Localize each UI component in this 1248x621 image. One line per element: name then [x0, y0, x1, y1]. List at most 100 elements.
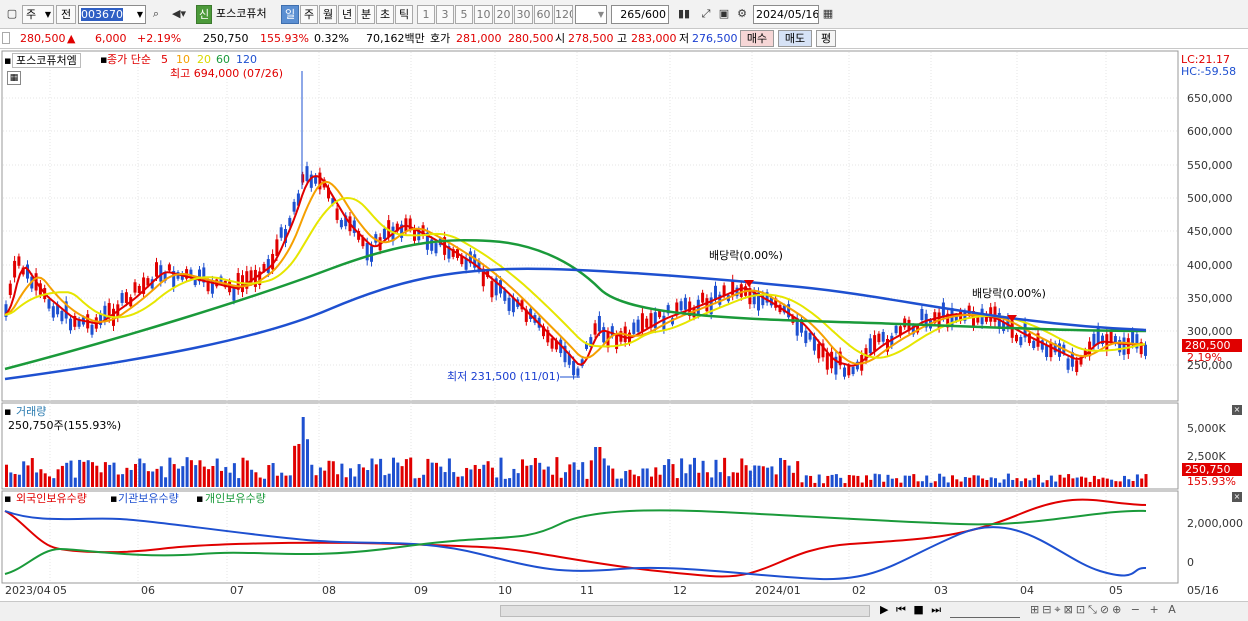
market-select[interactable]: 주 ▼	[22, 5, 54, 24]
volume-bar	[340, 463, 344, 487]
legend-institution[interactable]: 기관보유수량	[118, 492, 179, 505]
volume-bar	[736, 472, 739, 487]
indicator-icon[interactable]: ⤢	[701, 7, 711, 20]
scroll-controls[interactable]: ▶ ⏮ ■ ⏭	[880, 603, 944, 616]
volume-bar	[1140, 478, 1144, 487]
search-icon[interactable]: ⌕	[152, 7, 160, 20]
candle-type-icon[interactable]: ▮▮	[677, 7, 691, 20]
period-day[interactable]: 일	[281, 5, 299, 24]
candle-body	[309, 174, 313, 188]
candle-body	[1006, 316, 1010, 329]
volume-bar	[994, 478, 997, 487]
chart-area[interactable]: ▪ 포스코퓨처엠 ▪ 종가 단순 5 10 20 60 120 ▦ 최고 694…	[0, 49, 1248, 621]
save-icon[interactable]: ▣	[718, 7, 730, 20]
candle-body	[60, 310, 64, 322]
candle-body	[335, 208, 339, 220]
interval-30[interactable]: 30	[514, 5, 533, 24]
table-icon[interactable]: ▦	[7, 71, 21, 85]
open-price: 278,500	[568, 32, 614, 45]
period-tick[interactable]: 틱	[395, 5, 413, 24]
volume-bar	[267, 465, 271, 487]
interval-120[interactable]: 120	[554, 5, 573, 24]
candle-body	[473, 254, 477, 268]
low-label: 저	[679, 32, 690, 45]
panel-square-icon: ▪	[196, 492, 204, 505]
volume-bar	[869, 479, 873, 487]
price-ytick: 250,000	[1187, 359, 1233, 372]
gear-icon[interactable]: ⚙	[737, 7, 747, 20]
candle-body	[1135, 334, 1139, 349]
count-input[interactable]: 265/600	[611, 5, 669, 24]
ma-20-label: 20	[197, 53, 211, 66]
volume-bar	[189, 460, 193, 487]
volume-bar	[108, 464, 112, 487]
price-panel-title[interactable]: 포스코퓨처엠	[12, 53, 81, 68]
volume-bar	[125, 467, 129, 487]
chevron-down-icon[interactable]: ▼	[136, 10, 143, 19]
zoom-slider[interactable]	[950, 602, 1020, 618]
volume-bar	[151, 471, 155, 487]
prefix-button[interactable]: 전	[56, 5, 76, 24]
candle-body	[984, 313, 988, 322]
volume-bar	[619, 478, 623, 487]
legend-foreign[interactable]: 외국인보유수량	[16, 492, 87, 505]
candle-body	[430, 239, 434, 251]
volume-bar	[1071, 478, 1075, 487]
chart-tools[interactable]: ⊞⊟⌖⊠⊡⤡⊘⊕ − + A	[1030, 603, 1179, 616]
quote-expand-icon[interactable]	[2, 32, 10, 44]
interval-custom-select[interactable]: ▼	[575, 5, 607, 24]
period-month[interactable]: 월	[319, 5, 337, 24]
candle-body	[425, 232, 429, 250]
interval-1[interactable]: 1	[417, 5, 435, 24]
price-pct-tag: 2.19%	[1187, 351, 1222, 364]
volume-bar	[211, 465, 215, 487]
volume-bar	[538, 462, 542, 487]
sell-button[interactable]: 매도	[778, 30, 812, 47]
volume-panel-title[interactable]: 거래량	[16, 405, 47, 418]
volume-bar	[761, 466, 765, 487]
speaker-icon[interactable]: ◀▾	[172, 7, 186, 20]
date-input[interactable]: 2024/05/16	[753, 5, 819, 24]
candle-body	[692, 307, 696, 318]
interval-5[interactable]: 5	[455, 5, 473, 24]
volume-bar	[920, 481, 924, 487]
stock-code-input[interactable]: 003670 ▼	[78, 5, 146, 24]
interval-10[interactable]: 10	[474, 5, 493, 24]
candle-body	[352, 220, 356, 233]
period-year[interactable]: 년	[338, 5, 356, 24]
volume-bar	[516, 473, 520, 487]
candle-body	[821, 343, 825, 358]
candle-body	[172, 270, 176, 288]
window-icon[interactable]: ▢	[6, 7, 18, 20]
volume-bar	[727, 476, 731, 487]
interval-60[interactable]: 60	[534, 5, 553, 24]
period-second[interactable]: 초	[376, 5, 394, 24]
period-minute[interactable]: 분	[357, 5, 375, 24]
calendar-icon[interactable]: ▦	[822, 7, 834, 20]
candle-body	[542, 326, 545, 337]
candle-body	[271, 253, 275, 270]
holding-ytick: 2,000,000	[1187, 517, 1243, 530]
interval-20[interactable]: 20	[494, 5, 513, 24]
period-week[interactable]: 주	[300, 5, 318, 24]
volume-bar	[99, 472, 103, 487]
close-icon[interactable]: ×	[1232, 405, 1242, 415]
close-icon[interactable]: ×	[1232, 492, 1242, 502]
volume-bar	[65, 462, 69, 487]
volume-bar	[813, 482, 817, 487]
interval-3[interactable]: 3	[436, 5, 454, 24]
legend-individual[interactable]: 개인보유수량	[205, 492, 266, 505]
credit-badge[interactable]: 신	[196, 5, 212, 24]
volume-bar	[989, 477, 993, 487]
volume-bar	[172, 464, 176, 487]
chart-scrollbar[interactable]	[500, 605, 870, 617]
buy-button[interactable]: 매수	[740, 30, 774, 47]
holding-panel-frame	[1, 490, 1179, 584]
avg-button[interactable]: 평	[816, 30, 836, 47]
candle-body	[735, 287, 739, 297]
volume-bar	[873, 473, 877, 487]
volume-bar	[942, 476, 946, 487]
volume-bar	[26, 465, 30, 487]
candle-body	[714, 285, 717, 300]
quote-bar: 280,500 ▲ 6,000 +2.19% 250,750 155.93% 0…	[0, 29, 1248, 49]
